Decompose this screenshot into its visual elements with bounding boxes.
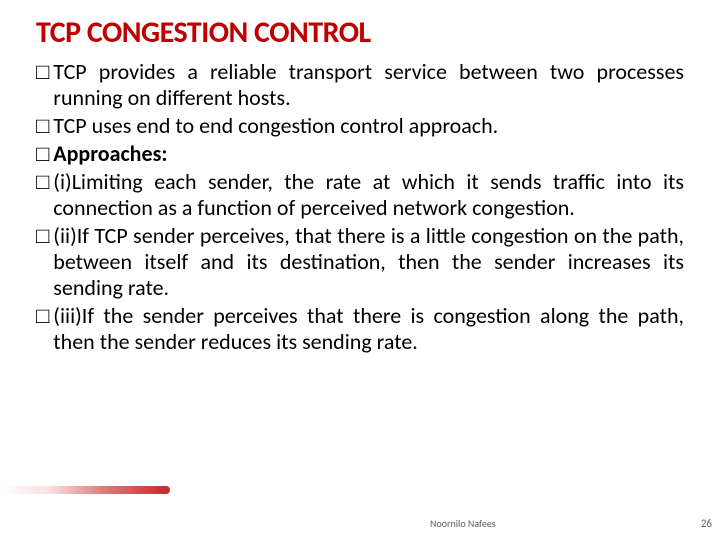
slide-title: TCP CONGESTION CONTROL: [36, 14, 684, 51]
square-bullet-icon: □: [36, 141, 49, 167]
footer-author: Noornilo Nafees: [430, 517, 496, 530]
paragraph-text: (ii)If TCP sender perceives, that there …: [53, 223, 684, 301]
paragraph-text: (iii)If the sender perceives that there …: [53, 303, 684, 355]
paragraph-rest: the sender perceives that there is conge…: [53, 302, 684, 355]
paragraph-text: TCP provides a reliable transport servic…: [53, 59, 684, 111]
body-paragraph: □TCP uses end to end congestion control …: [36, 113, 684, 139]
slide-body: □TCP provides a reliable transport servi…: [36, 59, 684, 354]
paragraph-lead: TCP: [53, 58, 86, 85]
body-paragraph: □(ii)If TCP sender perceives, that there…: [36, 223, 684, 301]
accent-bar: [0, 486, 170, 494]
paragraph-text: TCP uses end to end congestion control a…: [53, 113, 684, 139]
paragraph-lead: Approaches:: [53, 140, 167, 167]
paragraph-rest: uses end to end congestion control appro…: [87, 112, 499, 139]
square-bullet-icon: □: [36, 169, 49, 221]
paragraph-lead: (iii)If: [53, 302, 94, 329]
paragraph-rest: provides a reliable transport service be…: [53, 58, 684, 111]
paragraph-text: Approaches:: [53, 141, 684, 167]
paragraph-rest: each sender, the rate at which it sends …: [53, 168, 684, 221]
paragraph-rest: TCP sender perceives, that there is a li…: [53, 222, 684, 301]
body-paragraph: □Approaches:: [36, 141, 684, 167]
square-bullet-icon: □: [36, 303, 49, 355]
body-paragraph: □(i)Limiting each sender, the rate at wh…: [36, 169, 684, 221]
paragraph-text: (i)Limiting each sender, the rate at whi…: [53, 169, 684, 221]
square-bullet-icon: □: [36, 113, 49, 139]
slide: TCP CONGESTION CONTROL □TCP provides a r…: [0, 0, 720, 540]
paragraph-lead: (ii)If: [53, 222, 89, 249]
body-paragraph: □TCP provides a reliable transport servi…: [36, 59, 684, 111]
body-paragraph: □(iii)If the sender perceives that there…: [36, 303, 684, 355]
square-bullet-icon: □: [36, 223, 49, 301]
page-number: 26: [701, 517, 712, 530]
paragraph-lead: (i)Limiting: [53, 168, 142, 195]
paragraph-lead: TCP: [53, 112, 86, 139]
square-bullet-icon: □: [36, 59, 49, 111]
